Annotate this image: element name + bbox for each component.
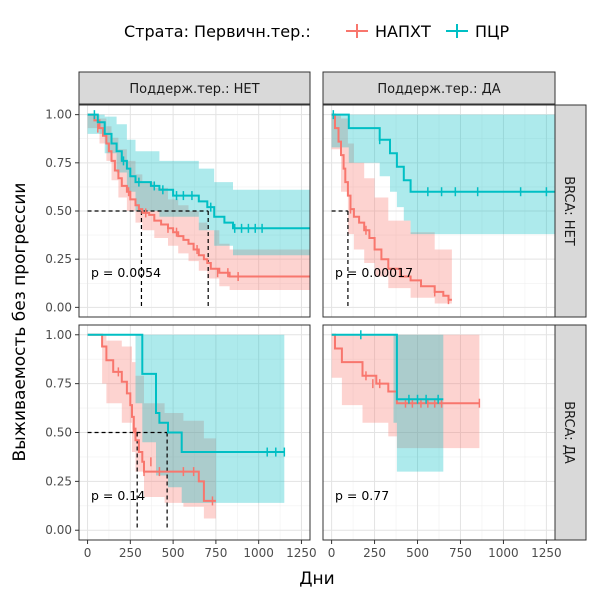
strip-row-1-label: BRCA: НЕТ [561, 176, 576, 246]
ci-ribbon-pcr [87, 114, 310, 256]
y-tick-label: 0.50 [45, 204, 72, 218]
km-curve-napxt [331, 113, 452, 301]
panel-2-border [322, 104, 556, 318]
y-tick-label: 0.75 [45, 156, 72, 170]
x-tick-label: 750 [204, 546, 227, 560]
pvalue-label: p = 0.00017 [335, 265, 413, 280]
legend-label-napxt: НАПХТ [375, 22, 431, 41]
panel-2: p = 0.00017 [322, 104, 556, 318]
ci-ribbon-pcr [87, 334, 285, 503]
strip-col-1 [78, 71, 311, 105]
x-axis-title: Дни [299, 569, 334, 589]
ci-ribbon-napxt [331, 114, 452, 304]
x-tick-label: 1000 [243, 546, 274, 560]
strip-col-1-label: Поддерж.тер.: НЕТ [129, 82, 259, 97]
legend-title: Страта: Первичн.тер.: [124, 22, 311, 41]
strip-row-2-label: BRCA: ДА [561, 401, 576, 464]
ci-ribbon-pcr [331, 334, 444, 472]
x-tick-label: 250 [363, 546, 386, 560]
km-curve-pcr [331, 113, 555, 193]
x-tick-label: 0 [84, 546, 92, 560]
y-tick-label: 0.00 [45, 300, 72, 314]
y-tick-label: 1.00 [45, 328, 72, 342]
y-tick-label: 0.50 [45, 426, 72, 440]
km-curve-napxt [87, 333, 216, 502]
x-tick-label: 750 [449, 546, 472, 560]
panel-4: p = 0.77 0 250 500 750 1000 1250 [322, 324, 562, 560]
x-tick-label: 500 [406, 546, 429, 560]
y-tick-label: 0.25 [45, 474, 72, 488]
panel-3: p = 0.14 0.00 0.25 0.50 0.75 1.00 0 250 500 750 10… [45, 324, 317, 560]
y-tick-label: 1.00 [45, 108, 72, 122]
x-tick-label: 0 [328, 546, 336, 560]
y-axis-title: Выживаемость без прогрессии [10, 183, 30, 462]
panels: p = 0.0054 0.00 0.25 0.50 0.75 1.00 p = 0.0001… [45, 104, 562, 560]
legend: Страта: Первичн.тер.: НАПХТ ПЦР [124, 22, 509, 41]
x-tick-label: 1000 [488, 546, 519, 560]
km-curve-napxt [331, 333, 480, 405]
y-tick-label: 0.75 [45, 377, 72, 391]
strip-row-2 [554, 324, 587, 541]
km-curve-pcr [87, 333, 285, 453]
x-tick-label: 500 [162, 546, 185, 560]
ci-ribbon-pcr [331, 114, 555, 235]
legend-key-napxt [346, 24, 368, 38]
y-tick-label: 0.25 [45, 252, 72, 266]
x-tick-label: 250 [119, 546, 142, 560]
strip-col-2 [322, 71, 556, 105]
column-strips: Поддерж.тер.: НЕТ Поддерж.тер.: ДА [78, 71, 556, 105]
panel-1: p = 0.0054 0.00 0.25 0.50 0.75 1.00 [45, 104, 311, 318]
legend-key-pcr [446, 24, 468, 38]
ci-ribbon-napxt [331, 334, 480, 449]
x-tick-label: 1250 [531, 546, 562, 560]
pvalue-label: p = 0.0054 [91, 265, 161, 280]
x-tick-label: 1250 [286, 546, 317, 560]
km-curve-napxt [87, 113, 310, 278]
panel-4-border [322, 324, 556, 541]
y-tick-label: 0.00 [45, 523, 72, 537]
strip-row-1 [554, 104, 587, 318]
legend-label-pcr: ПЦР [475, 22, 509, 41]
pvalue-label: p = 0.77 [335, 488, 389, 503]
pvalue-label: p = 0.14 [91, 488, 145, 503]
km-curve-pcr [331, 333, 444, 401]
km-curve-pcr [87, 113, 310, 230]
row-strips: BRCA: НЕТ BRCA: ДА [554, 104, 587, 541]
strip-col-2-label: Поддерж.тер.: ДА [377, 82, 500, 97]
